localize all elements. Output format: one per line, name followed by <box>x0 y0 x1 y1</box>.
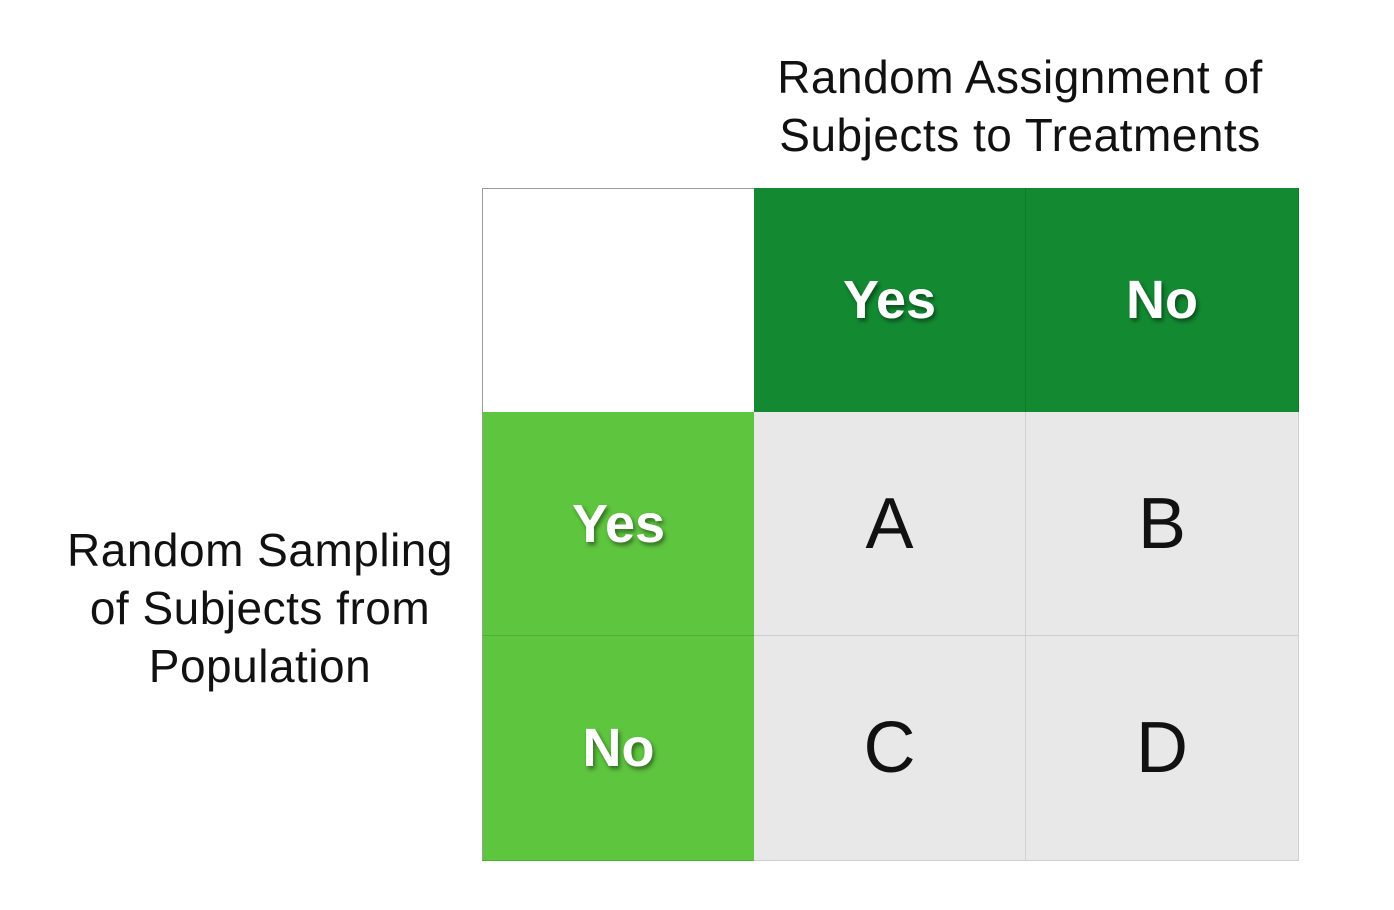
column-header-yes: Yes <box>754 188 1026 412</box>
row-axis-title: Random Sampling of Subjects from Populat… <box>40 521 480 695</box>
cell-c: C <box>754 636 1026 861</box>
column-axis-title-line-1: Random Assignment of <box>777 51 1263 103</box>
cell-label: A <box>865 483 914 564</box>
row-header-label: No <box>582 718 655 778</box>
cell-label: C <box>863 708 916 788</box>
column-axis-title-line-2: Subjects to Treatments <box>779 109 1261 161</box>
column-header-label: No <box>1126 270 1198 330</box>
column-axis-title: Random Assignment of Subjects to Treatme… <box>700 48 1340 164</box>
cell-label: D <box>1136 708 1188 788</box>
cell-label: B <box>1137 483 1187 564</box>
cell-d: D <box>1026 636 1299 861</box>
row-axis-title-line-2: of Subjects from <box>89 582 431 634</box>
corner-cell <box>482 188 754 412</box>
two-by-two-grid: Yes No Yes A B No C D <box>482 188 1299 861</box>
column-header-no: No <box>1026 188 1299 412</box>
row-axis-title-line-1: Random Sampling <box>67 524 453 576</box>
row-header-label: Yes <box>571 493 666 554</box>
row-header-yes: Yes <box>482 412 754 636</box>
row-header-no: No <box>482 636 754 861</box>
column-header-label: Yes <box>842 270 937 330</box>
row-axis-title-line-3: Population <box>148 640 372 692</box>
cell-b: B <box>1026 412 1299 636</box>
cell-a: A <box>754 412 1026 636</box>
